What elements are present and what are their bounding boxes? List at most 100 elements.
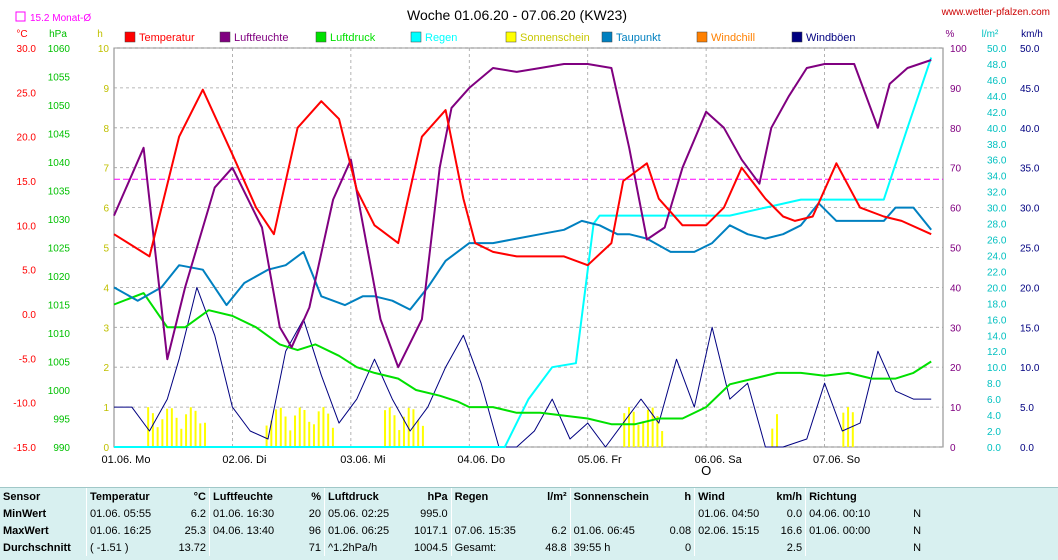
temperature-tick: 20.0	[17, 133, 37, 144]
rain-tick: 2.0	[987, 427, 1001, 438]
sunshine-bar	[331, 427, 334, 447]
sunshine-bar	[151, 413, 154, 447]
x-tick-label: 06.06. Sa	[695, 454, 743, 466]
header-direction: Richtung	[805, 488, 903, 505]
series-line-wind	[114, 286, 932, 448]
sunshine-bar	[421, 425, 424, 447]
rain-tick: 14.0	[987, 331, 1007, 342]
pres-avg-value: 1004.5	[414, 541, 448, 554]
sunshine-tick: 3	[103, 323, 109, 334]
pres-min-time: 05.06. 02:25	[324, 505, 411, 522]
sunshine-bar	[322, 407, 325, 447]
rain-max-value: 6.2	[551, 524, 567, 537]
humidity-tick: 70	[950, 164, 962, 175]
legend-swatch	[219, 31, 231, 43]
rain-tick: 0.0	[987, 443, 1001, 454]
header-temperature: Temperatur	[86, 488, 173, 505]
legend-swatch	[124, 31, 136, 43]
pressure-tick: 1030	[48, 215, 71, 226]
temperature-unit: °C	[16, 29, 27, 40]
moon-symbol: O	[701, 463, 711, 478]
dir-avg-value: N	[913, 541, 922, 554]
pressure-tick: 1025	[48, 244, 71, 255]
pressure-tick: 1035	[48, 187, 71, 198]
sunshine-bar	[656, 415, 659, 447]
rain-min-time	[450, 505, 538, 522]
wind-avg-value: 2.5	[786, 541, 803, 554]
pressure-tick: 1040	[48, 158, 71, 169]
x-tick-label: 04.06. Do	[457, 454, 505, 466]
humidity-unit: %	[946, 29, 955, 40]
wind-tick: 45.0	[1020, 84, 1040, 95]
sunshine-bar	[147, 407, 150, 447]
hum-min-time: 01.06. 16:30	[209, 505, 302, 522]
sun-avg-value: 0	[684, 541, 692, 554]
sun-min-value	[667, 505, 695, 522]
sunshine-bar	[279, 407, 282, 447]
sunshine-bar	[161, 419, 164, 447]
humidity-tick: 90	[950, 84, 962, 95]
sunshine-bar	[661, 431, 664, 447]
pres-avg-note: ^1.2hPa/h	[324, 539, 411, 556]
rain-tick: 26.0	[987, 236, 1007, 247]
series-line-pressure	[113, 292, 932, 426]
legend-label: Taupunkt	[616, 32, 661, 44]
sunshine-bar	[327, 413, 330, 447]
pressure-tick: 995	[53, 415, 70, 426]
sunshine-bar	[851, 412, 854, 447]
pres-min-value: 995.0	[420, 507, 448, 520]
header-humidity-unit: %	[311, 490, 321, 503]
sunshine-tick: 4	[103, 283, 109, 294]
humidity-tick: 40	[950, 283, 962, 294]
sunshine-bar	[194, 410, 197, 447]
sun-min-time	[569, 505, 667, 522]
sunshine-tick: 10	[98, 44, 110, 55]
sunshine-bar	[308, 421, 311, 447]
x-tick-label: 05.06. Fr	[578, 454, 622, 466]
pressure-tick: 1045	[48, 130, 71, 141]
sunshine-bar	[393, 415, 396, 447]
rain-min-value	[538, 505, 571, 522]
temp-avg-value: 13.72	[178, 541, 206, 554]
sunshine-bar	[842, 412, 845, 447]
sunshine-bar	[388, 407, 391, 447]
temperature-tick: 30.0	[17, 44, 37, 55]
temp-min-time: 01.06. 05:55	[86, 505, 173, 522]
sunshine-bar	[284, 416, 287, 447]
wind-tick: 25.0	[1020, 244, 1040, 255]
temperature-tick: 0.0	[22, 310, 36, 321]
pres-max-time: 01.06. 06:25	[324, 522, 411, 539]
wind-max-time: 02.06. 15:15	[694, 522, 772, 539]
legend-label: Temperatur	[139, 32, 195, 44]
temp-max-time: 01.06. 16:25	[86, 522, 173, 539]
humidity-tick: 80	[950, 124, 962, 135]
hum-min-value: 20	[308, 507, 321, 520]
sunshine-bar	[317, 411, 320, 447]
stats-row-min: MinWert 01.06. 05:55 6.2 01.06. 16:30 20…	[0, 505, 924, 522]
legend-label: Luftfeuchte	[234, 32, 288, 44]
rain-tick: 50.0	[987, 44, 1007, 55]
temperature-tick: 15.0	[17, 177, 37, 188]
legend-swatch	[791, 31, 803, 43]
rain-tick: 6.0	[987, 395, 1001, 406]
series-line-temperature	[113, 88, 932, 267]
stats-header-row: Sensor Temperatur °C Luftfeuchte % Luftd…	[0, 488, 924, 505]
sunshine-bar	[289, 430, 292, 447]
temp-avg-note: ( -1.51 )	[86, 539, 173, 556]
rain-tick: 44.0	[987, 92, 1007, 103]
sun-total: 39:55 h	[569, 539, 667, 556]
wind-tick: 20.0	[1020, 283, 1040, 294]
rain-total-value: 48.8	[545, 541, 567, 554]
site-label: www.wetter-pfalzen.com	[941, 7, 1050, 18]
dir-avg-note	[805, 539, 903, 556]
sunshine-bar	[294, 415, 297, 447]
sunshine-bar	[637, 424, 640, 447]
legend-label: Luftdruck	[330, 32, 376, 44]
hum-max-value: 96	[308, 524, 321, 537]
legend-label: Sonnenschein	[520, 32, 590, 44]
pressure-tick: 1055	[48, 73, 71, 84]
sunshine-bar	[776, 414, 779, 447]
pres-max-value: 1017.1	[414, 524, 448, 537]
rain-tick: 30.0	[987, 204, 1007, 215]
sunshine-bar	[270, 420, 273, 447]
